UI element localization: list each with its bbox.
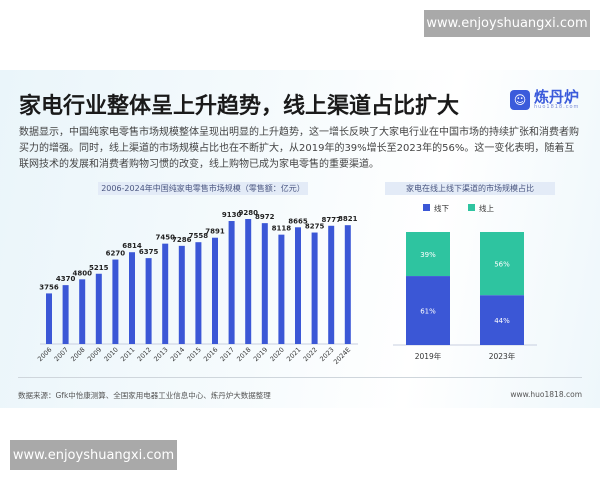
bar-chart-title: 2006-2024年中国纯家电零售市场规模（零售额：亿元） [98,182,308,195]
bar-value-label: 8118 [272,225,292,233]
page-title: 家电行业整体呈上升趋势，线上渠道占比扩大 [19,94,460,119]
watermark-top: www.enjoyshuangxi.com [424,10,590,37]
x-tick-label: 2019 [252,346,269,363]
bar-value-label: 7450 [155,234,175,242]
x-tick-label: 2010 [102,346,119,363]
x-tick-label: 2016 [202,346,219,363]
bar-value-label: 8777 [321,216,341,224]
logo: ☺ 炼丹炉 huo1818.com [510,90,579,110]
x-tick-label: 2023年 [489,351,516,361]
description-paragraph: 数据显示，中国纯家电零售市场规模整体呈现出明显的上升趋势，这一增长反映了大家电行… [19,127,579,170]
bar-2019 [261,223,268,344]
bar-2009 [95,273,102,344]
online-label: 39% [420,251,436,259]
offline-segment-2023年 [480,295,524,345]
online-segment-2019年 [406,232,450,277]
bar-value-label: 8821 [338,215,358,223]
bar-value-label: 7558 [189,232,209,240]
bar-value-label: 3756 [39,283,59,291]
x-tick-label: 2020 [268,346,285,363]
site-url: www.huo1818.com [510,390,582,399]
legend-label: 线下 [434,203,449,213]
bar-value-label: 8275 [305,223,325,231]
bar-value-label: 8972 [255,213,275,221]
x-tick-label: 2021 [285,346,302,363]
x-tick-label: 2015 [185,346,202,363]
x-tick-label: 2017 [219,346,236,363]
bar-2012 [145,258,152,344]
bar-value-label: 9130 [222,211,242,219]
x-tick-label: 2019年 [415,351,442,361]
x-tick-label: 2011 [119,346,136,363]
x-tick-label: 2012 [136,346,153,363]
bar-2013 [162,243,169,344]
bar-value-label: 7286 [172,236,192,244]
legend-label: 线上 [479,203,494,213]
share-chart-title: 家电在线上线下渠道的市场规模占比 [385,182,555,195]
bar-2007 [62,285,69,344]
bar-2021 [295,227,301,344]
bar-2015 [195,242,202,344]
online-segment-2023年 [480,232,524,296]
bar-value-label: 5215 [89,264,109,272]
bar-value-label: 4370 [56,275,76,283]
infographic-card: 家电行业整体呈上升趋势，线上渠道占比扩大 ☺ 炼丹炉 huo1818.com 数… [0,70,600,408]
x-tick-label: 2007 [53,346,70,363]
x-tick-label: 2024E [332,346,352,366]
divider [18,377,582,378]
bar-2010 [112,259,119,344]
legend-swatch-线下 [423,204,430,211]
bar-value-label: 9280 [238,209,258,217]
offline-label: 61% [420,308,436,316]
bar-value-label: 6814 [122,242,142,250]
online-label: 56% [494,261,510,269]
x-tick-label: 2008 [69,346,86,363]
furnace-logo-icon: ☺ [510,90,530,110]
bar-value-label: 6375 [139,248,159,256]
bar-2018 [245,219,252,344]
bar-2008 [79,279,86,344]
logo-url: huo1818.com [534,104,580,110]
offline-label: 44% [494,317,510,325]
bar-value-label: 7891 [205,228,225,236]
x-tick-label: 2006 [36,346,53,363]
charts-svg: 3756 2006 4370 2007 4800 2008 5215 2009 6270 2010… [36,203,537,366]
bar-2006 [46,293,52,344]
bar-2022 [311,232,318,344]
data-source: 数据来源：Gfk中怡康测算、全国家用电器工业信息中心、炼丹炉大数据整理 [18,391,271,400]
legend-swatch-线上 [468,204,475,211]
x-tick-label: 2009 [86,346,103,363]
bar-2017 [228,221,235,344]
bar-value-label: 8665 [288,217,308,225]
watermark-bottom: www.enjoyshuangxi.com [10,440,177,470]
bar-2023 [328,225,335,344]
x-tick-label: 2018 [235,346,252,363]
x-tick-label: 2022 [302,346,319,363]
bar-2024E [344,225,351,344]
bar-value-label: 6270 [106,250,126,258]
bar-2016 [212,237,218,344]
bar-2014 [178,245,185,344]
logo-name: 炼丹炉 [534,88,580,106]
bar-2011 [129,252,135,344]
bar-value-label: 4800 [72,269,92,277]
bar-2020 [278,234,285,344]
x-tick-label: 2013 [152,346,169,363]
x-tick-label: 2014 [169,346,186,363]
offline-segment-2019年 [406,276,450,345]
